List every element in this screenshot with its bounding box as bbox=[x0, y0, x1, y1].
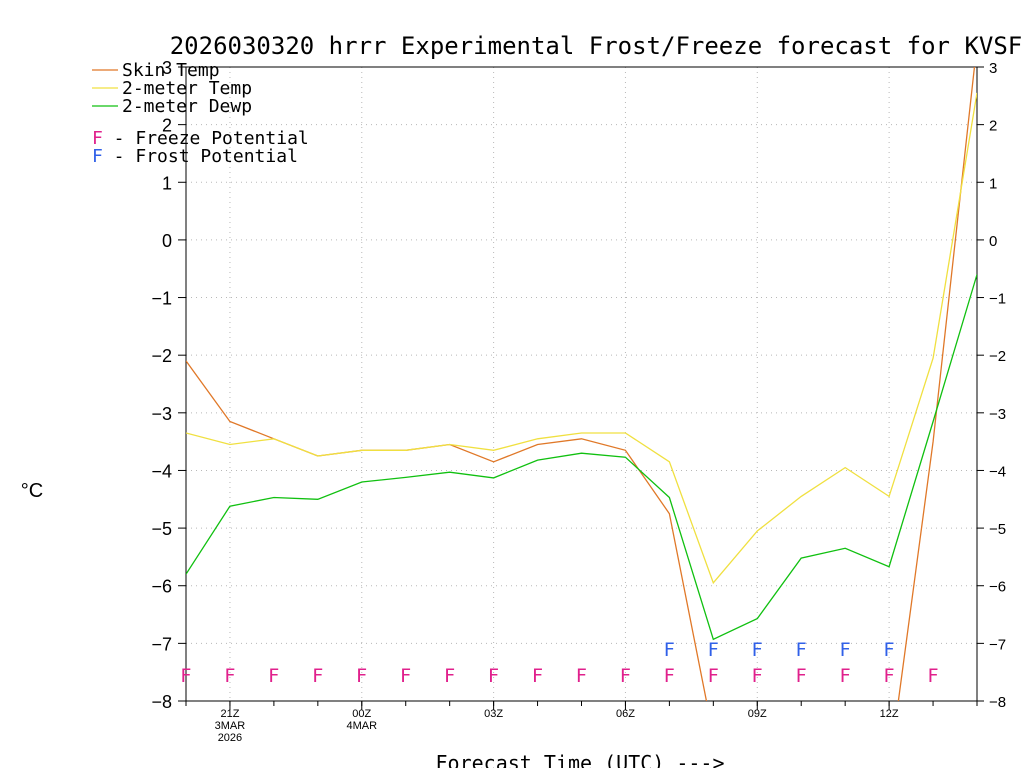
frost-marker: F bbox=[884, 639, 895, 661]
y-tick-label-right: 3 bbox=[989, 60, 997, 77]
freeze-marker: F bbox=[840, 665, 851, 687]
x-tick-label: 21Z bbox=[220, 708, 239, 720]
freeze-marker: F bbox=[488, 665, 499, 687]
x-tick-label: 03Z bbox=[484, 708, 503, 720]
chart-title: 2026030320 hrrr Experimental Frost/Freez… bbox=[170, 32, 1023, 60]
x-axis-label: Forecast Time (UTC) ---> bbox=[436, 751, 725, 768]
y-tick-label-right: −6 bbox=[989, 579, 1006, 596]
legend-freeze-potential: F - Freeze Potential bbox=[92, 128, 309, 149]
y-tick-label: −2 bbox=[151, 346, 172, 366]
y-tick-label-right: −3 bbox=[989, 406, 1006, 423]
freeze-marker: F bbox=[708, 665, 719, 687]
freeze-marker: F bbox=[268, 665, 279, 687]
y-tick-label-right: −8 bbox=[989, 694, 1006, 711]
series-lines bbox=[186, 67, 977, 701]
freeze-marker: F bbox=[400, 665, 411, 687]
y-tick-label-right: −7 bbox=[989, 636, 1006, 653]
grid-lines bbox=[186, 67, 977, 701]
freeze-marker: F bbox=[356, 665, 367, 687]
y-tick-label: −1 bbox=[151, 289, 172, 309]
x-tick-label: 4MAR bbox=[346, 720, 377, 732]
y-tick-label-right: −2 bbox=[989, 348, 1006, 365]
x-tick-label: 06Z bbox=[616, 708, 635, 720]
y-tick-label: 1 bbox=[162, 173, 172, 193]
x-tick-label: 3MAR bbox=[215, 720, 246, 732]
freeze-marker: F bbox=[312, 665, 323, 687]
freeze-marker: F bbox=[884, 665, 895, 687]
freeze-marker: F bbox=[576, 665, 587, 687]
series-line-2-meter-temp bbox=[186, 92, 977, 585]
frost-marker: F bbox=[752, 639, 763, 661]
frost-marker: F bbox=[664, 639, 675, 661]
freeze-marker: F bbox=[181, 665, 192, 687]
series-line-2-meter-dewp bbox=[186, 274, 977, 641]
y-axis-right: 3 2 1 0 −1 −2 −3 −4 −5 −6 −7 −8 bbox=[977, 60, 1006, 711]
freeze-marker: F bbox=[444, 665, 455, 687]
y-tick-label-right: 0 bbox=[989, 233, 997, 250]
frost-marker: F bbox=[708, 639, 719, 661]
freeze-marker: F bbox=[620, 665, 631, 687]
y-tick-label: −6 bbox=[151, 577, 172, 597]
x-tick-label: 2026 bbox=[218, 732, 242, 744]
legend-frost-potential: F - Frost Potential bbox=[92, 146, 298, 167]
y-tick-label: −4 bbox=[151, 461, 172, 481]
freeze-marker: F bbox=[752, 665, 763, 687]
frost-marker: F bbox=[840, 639, 851, 661]
freeze-marker: F bbox=[928, 665, 939, 687]
y-tick-label: −5 bbox=[151, 519, 172, 539]
x-tick-label: 09Z bbox=[748, 708, 767, 720]
x-tick-label: 12Z bbox=[880, 708, 899, 720]
freeze-marker: F bbox=[224, 665, 235, 687]
potential-markers: F F F F F F F F F F F F F F F F F FF F F F F F bbox=[181, 639, 939, 687]
x-tick-label: 00Z bbox=[352, 708, 371, 720]
series-line-skin-temp bbox=[186, 67, 976, 701]
frost-marker: F bbox=[796, 639, 807, 661]
y-tick-label-right: 2 bbox=[989, 118, 997, 135]
y-tick-label: −3 bbox=[151, 404, 172, 424]
freeze-marker: F bbox=[796, 665, 807, 687]
y-tick-label: 2 bbox=[162, 116, 172, 136]
legend-entry: Skin Temp bbox=[122, 60, 220, 81]
y-axis-label: °C bbox=[21, 480, 43, 502]
plot-frame bbox=[185, 66, 978, 702]
y-tick-label-right: −1 bbox=[989, 291, 1006, 308]
y-tick-label-right: −5 bbox=[989, 521, 1006, 538]
y-tick-label-right: −4 bbox=[989, 463, 1006, 480]
legend-entry: 2-meter Temp bbox=[122, 78, 252, 99]
y-tick-label: −8 bbox=[151, 692, 172, 712]
y-tick-label: 0 bbox=[162, 231, 172, 251]
freeze-marker: F bbox=[664, 665, 675, 687]
y-tick-label-right: 1 bbox=[989, 175, 997, 192]
y-axis-left: 3 2 1 0 −1 −2 −3 −4 −5 −6 −7 −8 bbox=[151, 58, 186, 712]
freeze-marker: F bbox=[532, 665, 543, 687]
y-tick-label: −7 bbox=[151, 634, 172, 654]
y-tick-label: 3 bbox=[162, 58, 172, 78]
legend-entry: 2-meter Dewp bbox=[122, 96, 252, 117]
